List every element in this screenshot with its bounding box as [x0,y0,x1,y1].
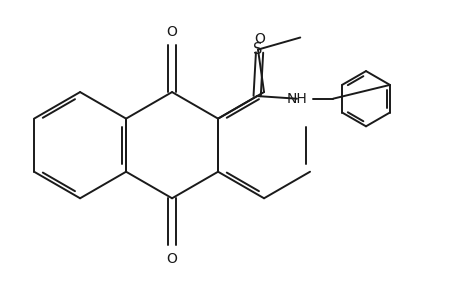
Text: O: O [253,32,264,46]
Text: O: O [166,252,177,266]
Text: S: S [253,42,262,57]
Text: NH: NH [286,92,307,106]
Text: O: O [166,25,177,39]
